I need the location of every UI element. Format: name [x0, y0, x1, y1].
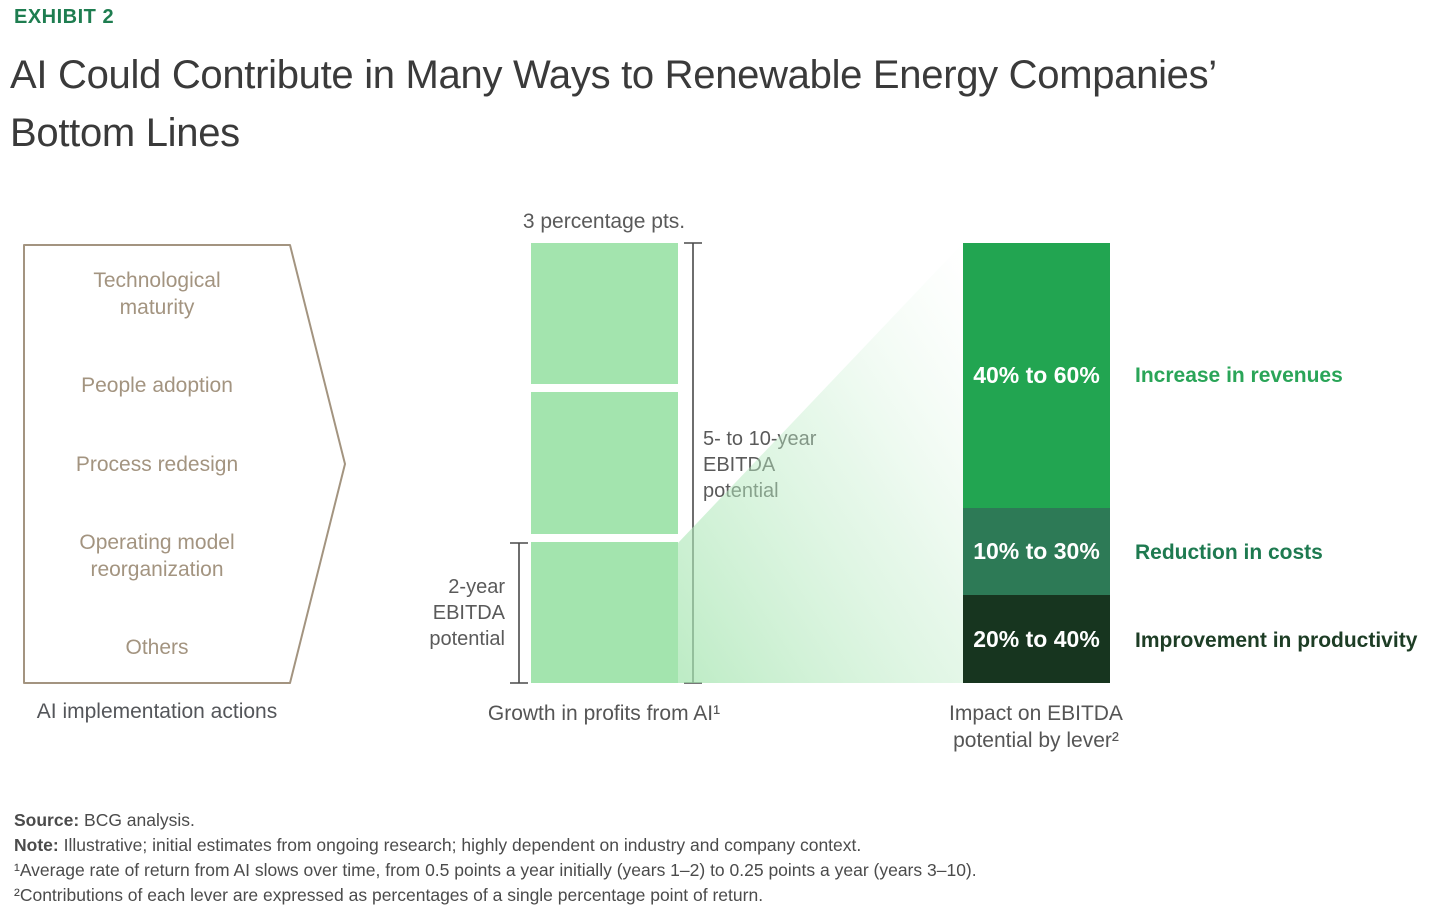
segment-reduction-in-costs: 10% to 30% [963, 508, 1110, 595]
page-title-line-2: Bottom Lines [10, 111, 240, 155]
footnote-source-text: BCG analysis. [79, 810, 195, 830]
two-year-bracket [510, 542, 528, 684]
profit-bar-segment-2 [531, 392, 678, 534]
two-year-bracket-label: 2-year EBITDA potential [429, 576, 505, 650]
funnel-item-technological-maturity: Technological maturity [93, 269, 221, 319]
segment-revenues-range: 40% to 60% [973, 362, 1100, 388]
growth-axis-caption: Growth in profits from AI¹ [487, 702, 721, 725]
segment-productivity-range: 20% to 40% [973, 625, 1100, 652]
page-title-line-1: AI Could Contribute in Many Ways to Rene… [10, 53, 1217, 97]
profit-bar-segment-1 [531, 243, 678, 385]
footnote-1: ¹Average rate of return from AI slows ov… [14, 860, 977, 880]
implementation-funnel-items: Technological maturity People adoption P… [24, 245, 290, 683]
funnel-caption: AI implementation actions [36, 700, 278, 723]
profit-bar [531, 243, 678, 683]
profit-bar-segment-3 [531, 541, 678, 683]
footnote-2: ²Contributions of each lever are express… [14, 885, 764, 905]
footnotes: Source: BCG analysis. Note: Illustrative… [14, 808, 1414, 908]
implementation-funnel-shape [23, 244, 346, 684]
funnel-item-process-redesign: Process redesign [75, 452, 239, 476]
funnel-item-operating-model: Operating model reorganization [79, 530, 235, 581]
page-title: AI Could Contribute in Many Ways to Rene… [10, 46, 1370, 162]
segment-increase-in-revenues: 40% to 60% [963, 243, 1110, 508]
funnel-item-others: Others [125, 636, 189, 659]
footnote-note-label: Note: [14, 835, 59, 855]
exhibit-label: EXHIBIT 2 [14, 6, 115, 28]
impact-axis-caption: Impact on EBITDA potential by lever² [949, 702, 1123, 752]
magnification-beam [678, 243, 963, 683]
ebitda-impact-bar: 40% to 60% 10% to 30% 20% to 40% [963, 243, 1110, 683]
funnel-item-people-adoption: People adoption [81, 374, 233, 398]
profit-bar-total-label: 3 percentage pts. [522, 210, 686, 233]
footnote-note-text: Illustrative; initial estimates from ong… [58, 835, 862, 855]
lever-label-increase-in-revenues: Increase in revenues [1135, 364, 1343, 387]
footnote-note: Note: Illustrative; initial estimates fr… [14, 833, 1414, 858]
lever-label-reduction-in-costs: Reduction in costs [1135, 541, 1323, 564]
segment-costs-range: 10% to 30% [973, 538, 1100, 564]
footnote-source: Source: BCG analysis. [14, 808, 1414, 833]
segment-improvement-in-productivity: 20% to 40% [963, 595, 1110, 683]
lever-label-improvement-in-productivity: Improvement in productivity [1135, 629, 1418, 652]
footnote-source-label: Source: [14, 810, 80, 830]
